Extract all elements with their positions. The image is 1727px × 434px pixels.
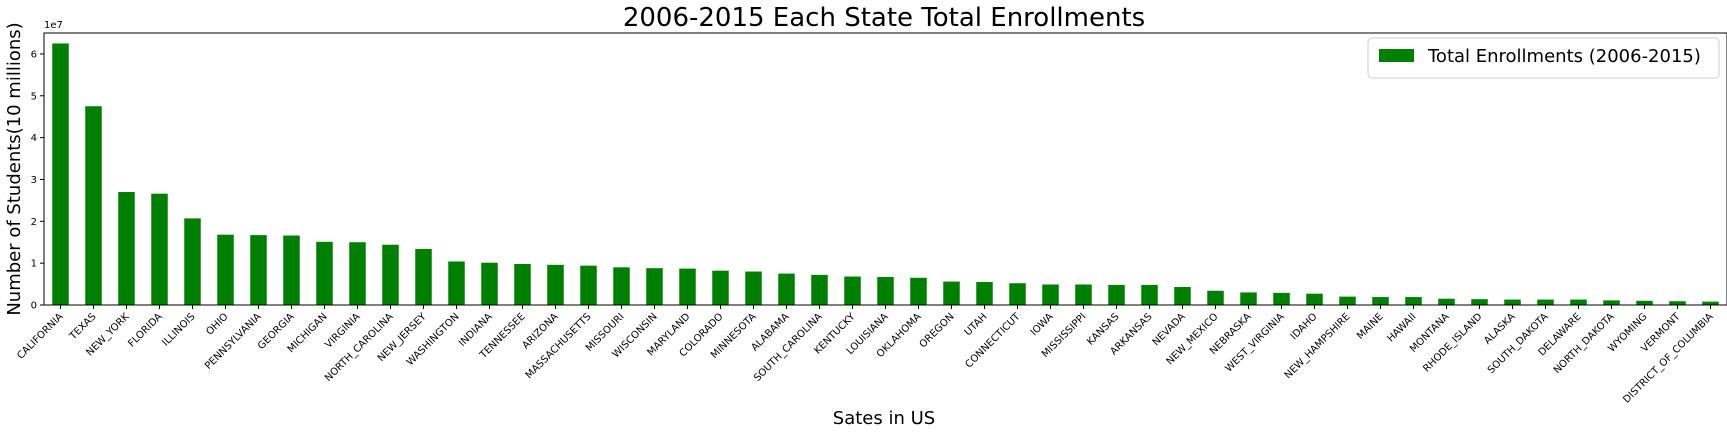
bar-alabama xyxy=(778,273,795,305)
bar-south-carolina xyxy=(811,274,828,305)
x-tick-label: NORTH_DAKOTA xyxy=(1552,311,1617,376)
y-tick-label: 0 xyxy=(31,301,37,312)
bar-south-dakota xyxy=(1537,299,1554,305)
bar-nebraska xyxy=(1240,292,1257,305)
bar-rhode-island xyxy=(1471,299,1488,305)
bar-indiana xyxy=(481,262,498,305)
bar-georgia xyxy=(283,235,300,305)
bar-alaska xyxy=(1504,299,1521,305)
x-axis-label: Sates in US xyxy=(833,408,935,429)
x-tick-label: WEST_VIRGINIA xyxy=(1223,311,1286,374)
y-tick-label: 6 xyxy=(31,49,37,60)
y-tick-label: 3 xyxy=(31,175,37,186)
bar-maine xyxy=(1372,297,1389,305)
plot-frame xyxy=(43,32,1727,306)
x-tick-label: IOWA xyxy=(1029,311,1056,338)
bar-nevada xyxy=(1174,287,1191,305)
bar-new-york xyxy=(118,192,135,305)
bar-louisiana xyxy=(877,276,894,305)
x-tick-label: FLORIDA xyxy=(126,311,164,349)
y-axis-offset-label: 1e7 xyxy=(44,20,63,31)
bar-kansas xyxy=(1108,284,1125,305)
x-tick-label: CALIFORNIA xyxy=(15,311,65,361)
bar-oklahoma xyxy=(910,277,927,305)
legend-swatch xyxy=(1379,49,1414,62)
x-tick-label: MAINE xyxy=(1355,311,1386,342)
x-tick-label: SOUTH_DAKOTA xyxy=(1486,311,1551,376)
bar-connecticut xyxy=(1009,283,1026,305)
y-tick-label: 5 xyxy=(31,91,37,102)
bar-utah xyxy=(976,281,993,305)
bar-virginia xyxy=(349,242,366,305)
x-tick-label: OREGON xyxy=(918,311,957,350)
bar-pennsylvania xyxy=(250,235,267,305)
bar-oregon xyxy=(943,281,960,305)
bar-wisconsin xyxy=(646,268,663,305)
bar-minnesota xyxy=(745,271,762,305)
bar-ohio xyxy=(217,234,234,305)
bar-wyoming xyxy=(1636,300,1653,305)
bars-group xyxy=(52,43,1719,305)
legend: Total Enrollments (2006-2015) xyxy=(1367,37,1720,79)
bar-michigan xyxy=(316,241,333,305)
x-tick-label: PENNSYLVANIA xyxy=(203,311,264,372)
bar-illinois xyxy=(184,218,201,305)
x-tick-label: ILLINOIS xyxy=(160,311,197,348)
bar-idaho xyxy=(1306,293,1323,305)
bar-texas xyxy=(85,106,102,305)
x-tick-label: RHODE_ISLAND xyxy=(1421,311,1484,374)
x-tick-label: HAWAII xyxy=(1385,311,1418,344)
x-tick-label: TEXAS xyxy=(67,311,98,342)
bar-west-virginia xyxy=(1273,292,1290,305)
bar-florida xyxy=(151,193,168,305)
bar-california xyxy=(52,43,69,305)
bar-district-of-columbia xyxy=(1702,301,1719,305)
y-tick-label: 1 xyxy=(31,259,37,270)
x-tick-label: OHIO xyxy=(204,311,230,337)
x-tick-label: IDAHO xyxy=(1289,311,1320,342)
bar-maryland xyxy=(679,268,696,305)
y-tick-label: 2 xyxy=(31,217,37,228)
bar-tennessee xyxy=(514,263,531,305)
bar-kentucky xyxy=(844,276,861,305)
bar-mississippi xyxy=(1075,284,1092,305)
legend-label: Total Enrollments (2006-2015) xyxy=(1427,46,1701,67)
x-tick-label: NEW_HAMPSHIRE xyxy=(1283,311,1353,381)
bar-missouri xyxy=(613,267,630,305)
y-axis-ticks: 0 1 2 3 4 5 6 xyxy=(31,49,44,312)
x-tick-label: UTAH xyxy=(963,311,990,338)
bar-north-carolina xyxy=(382,244,399,305)
legend-frame xyxy=(1367,37,1720,79)
y-tick-label: 4 xyxy=(31,133,37,144)
bar-delaware xyxy=(1570,299,1587,305)
bar-north-dakota xyxy=(1603,300,1620,305)
bar-massachusetts xyxy=(580,265,597,305)
bar-iowa xyxy=(1042,284,1059,305)
chart-title: 2006-2015 Each State Total Enrollments xyxy=(623,3,1145,33)
bar-colorado xyxy=(712,270,729,305)
bar-washington xyxy=(448,261,465,305)
bar-vermont xyxy=(1669,301,1686,305)
bar-new-jersey xyxy=(415,248,432,305)
bar-new-mexico xyxy=(1207,290,1224,305)
bar-hawaii xyxy=(1405,297,1422,305)
bar-montana xyxy=(1438,298,1455,305)
bar-arkansas xyxy=(1141,284,1158,305)
bar-arizona xyxy=(547,264,564,305)
y-axis-label: Number of Students(10 millions) xyxy=(4,22,25,315)
bar-new-hampshire xyxy=(1339,296,1356,305)
